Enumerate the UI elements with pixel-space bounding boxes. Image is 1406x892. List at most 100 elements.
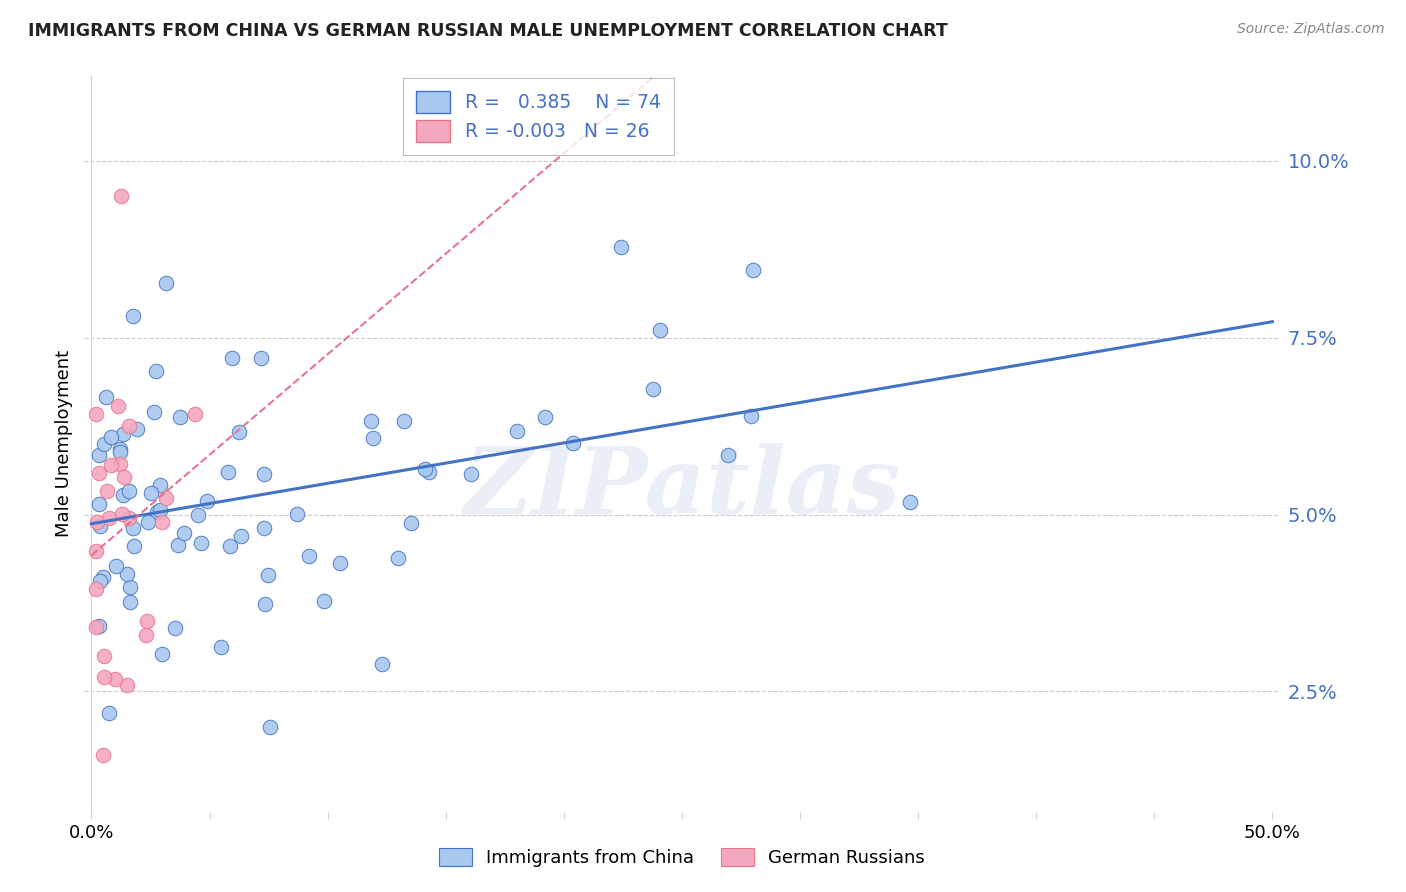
Point — [742, 263, 765, 277]
Point — [221, 351, 243, 366]
Point — [142, 405, 165, 419]
Point — [360, 414, 382, 428]
Point — [115, 567, 138, 582]
Point — [111, 508, 134, 522]
Point — [195, 494, 218, 508]
Point — [363, 431, 385, 445]
Point — [141, 485, 163, 500]
Text: ZIPatlas: ZIPatlas — [464, 443, 900, 533]
Point — [298, 549, 321, 564]
Point — [98, 511, 121, 525]
Point — [135, 614, 157, 628]
Point — [118, 484, 141, 499]
Point — [460, 467, 482, 482]
Point — [155, 277, 177, 291]
Point — [91, 748, 114, 763]
Point — [169, 410, 191, 425]
Point — [93, 436, 115, 450]
Point — [89, 519, 111, 533]
Point — [650, 323, 672, 337]
Point — [120, 595, 142, 609]
Point — [96, 483, 118, 498]
Point — [84, 544, 107, 558]
Point — [125, 422, 148, 436]
Point — [145, 505, 167, 519]
Point — [112, 426, 135, 441]
Point — [259, 720, 281, 734]
Point — [91, 570, 114, 584]
Point — [610, 239, 633, 253]
Text: IMMIGRANTS FROM CHINA VS GERMAN RUSSIAN MALE UNEMPLOYMENT CORRELATION CHART: IMMIGRANTS FROM CHINA VS GERMAN RUSSIAN … — [28, 22, 948, 40]
Point — [84, 582, 107, 597]
Point — [285, 508, 308, 522]
Point — [740, 409, 762, 423]
Point — [108, 445, 131, 459]
Point — [399, 516, 422, 530]
Point — [122, 539, 145, 553]
Legend: Immigrants from China, German Russians: Immigrants from China, German Russians — [430, 838, 934, 876]
Point — [112, 469, 135, 483]
Point — [112, 488, 135, 502]
Point — [87, 466, 110, 480]
Point — [173, 526, 195, 541]
Point — [329, 556, 352, 570]
Point — [87, 497, 110, 511]
Point — [150, 647, 173, 661]
Point — [217, 465, 239, 479]
Point — [108, 457, 131, 471]
Point — [118, 580, 141, 594]
Text: Source: ZipAtlas.com: Source: ZipAtlas.com — [1237, 22, 1385, 37]
Point — [94, 390, 117, 404]
Point — [93, 670, 115, 684]
Point — [219, 539, 242, 553]
Point — [534, 409, 557, 424]
Point — [87, 619, 110, 633]
Point — [155, 491, 177, 505]
Point — [163, 621, 186, 635]
Point — [413, 462, 436, 476]
Point — [118, 419, 141, 434]
Point — [183, 407, 205, 421]
Point — [228, 425, 250, 439]
Point — [84, 407, 107, 421]
Y-axis label: Male Unemployment: Male Unemployment — [55, 351, 73, 537]
Point — [229, 529, 252, 543]
Point — [108, 442, 131, 457]
Point — [118, 511, 141, 525]
Point — [187, 508, 209, 523]
Point — [253, 521, 276, 535]
Point — [254, 597, 277, 611]
Point — [86, 515, 108, 529]
Point — [898, 494, 921, 508]
Point — [121, 521, 143, 535]
Point — [166, 537, 188, 551]
Point — [89, 574, 111, 588]
Point — [110, 189, 132, 203]
Point — [257, 567, 280, 582]
Point — [418, 465, 440, 479]
Point — [562, 436, 585, 450]
Point — [122, 309, 145, 323]
Point — [717, 448, 740, 462]
Point — [93, 648, 115, 663]
Point — [105, 558, 128, 573]
Point — [643, 382, 665, 396]
Point — [100, 430, 122, 444]
Point — [190, 535, 212, 549]
Point — [209, 640, 232, 654]
Point — [87, 448, 110, 462]
Point — [387, 551, 409, 566]
Point — [104, 672, 127, 686]
Point — [107, 399, 129, 413]
Point — [392, 414, 415, 428]
Point — [145, 364, 167, 378]
Point — [250, 351, 273, 366]
Point — [252, 467, 274, 482]
Point — [149, 478, 172, 492]
Point — [117, 678, 139, 692]
Point — [371, 657, 394, 672]
Point — [150, 515, 173, 529]
Point — [135, 627, 157, 641]
Point — [314, 593, 336, 607]
Point — [506, 424, 529, 438]
